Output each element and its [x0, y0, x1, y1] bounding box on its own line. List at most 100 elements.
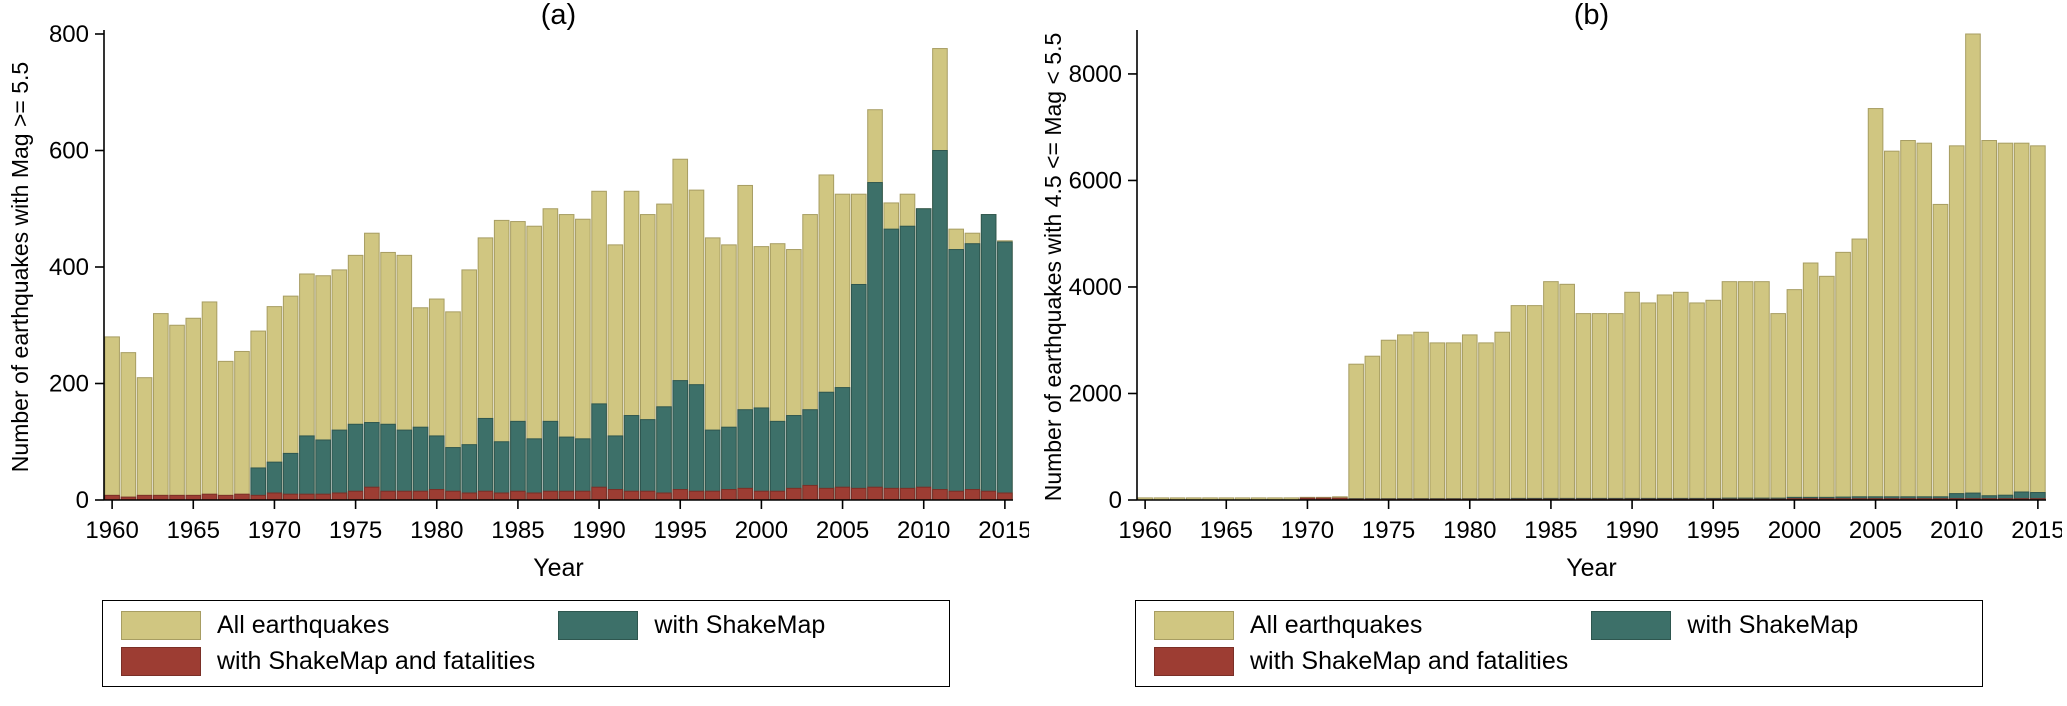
bar-with-shakemap-fatalities-1966	[201, 493, 218, 501]
bar-with-shakemap-1983	[477, 417, 494, 501]
x-tick-label: 2010	[1930, 517, 1983, 544]
x-tick-label: 1995	[1687, 517, 1740, 544]
legend-label-with-shakemap-fatalities: with ShakeMap and fatalities	[217, 647, 536, 675]
bar-with-shakemap-fatalities-1993	[639, 490, 656, 501]
chart-a-svg: 0 200 400 600 800 1960 1965 1970 1975 1980 1985 199…	[7, 0, 1029, 582]
bar-all-earthquakes-1993	[1672, 291, 1689, 501]
x-tick-label: 2010	[897, 517, 950, 544]
bar-with-shakemap-fatalities-1991	[607, 489, 624, 501]
bar-with-shakemap-fatalities-2009	[899, 487, 916, 501]
bar-with-shakemap-1988	[558, 436, 575, 501]
bar-with-shakemap-fatalities-1989	[575, 490, 591, 501]
bar-with-shakemap-fatalities-1986	[526, 492, 542, 501]
bar-with-shakemap-fatalities-2014	[980, 490, 997, 501]
legend-item-all-earthquakes: All earthquakes	[121, 611, 558, 640]
bar-with-shakemap-fatalities-1972	[299, 493, 315, 501]
bar-all-earthquakes-1975	[1380, 339, 1397, 501]
bar-with-shakemap-fatalities-1984	[493, 492, 510, 501]
x-tick-label: 2015	[2011, 517, 2062, 544]
bar-with-shakemap-1999	[737, 409, 753, 501]
bar-with-shakemap-fatalities-2013	[964, 489, 981, 501]
legend-swatch-all-earthquakes	[121, 611, 201, 640]
bar-all-earthquakes-1987	[1575, 313, 1592, 501]
x-tick-label: 2005	[816, 517, 869, 544]
bar-with-shakemap-1974	[331, 429, 348, 501]
y-axis-label: Number of earthquakes with 4.5 <= Mag < …	[1040, 33, 1066, 502]
bar-all-earthquakes-1992	[1656, 294, 1673, 501]
bar-with-shakemap-1992	[623, 415, 640, 501]
legend-a: All earthquakes with ShakeMap with Shake…	[102, 600, 950, 687]
x-tick-label: 1965	[167, 517, 220, 544]
bar-all-earthquakes-1974	[1364, 355, 1381, 501]
bar-with-shakemap-fatalities-2006	[850, 487, 867, 501]
bar-with-shakemap-2006	[850, 283, 867, 501]
bar-with-shakemap-1977	[380, 423, 396, 501]
x-tick-label: 1985	[1524, 517, 1577, 544]
bar-all-earthquakes-1960	[104, 336, 120, 501]
x-tick-label: 1995	[654, 517, 707, 544]
bar-with-shakemap-1978	[396, 429, 413, 501]
bar-all-earthquakes-1988	[1591, 313, 1608, 501]
bar-all-earthquakes-1979	[1445, 342, 1462, 501]
x-tick-label: 2000	[1768, 517, 1821, 544]
bar-with-shakemap-fatalities-2011	[932, 489, 948, 501]
x-tick-label: 1990	[572, 517, 625, 544]
bar-with-shakemap-1971	[282, 452, 299, 501]
bar-all-earthquakes-1964	[169, 324, 185, 501]
bar-with-shakemap-fatalities-1996	[688, 490, 705, 501]
x-tick-label: 1975	[329, 517, 382, 544]
chart-title: (b)	[1574, 0, 1609, 31]
bar-with-shakemap-2013	[964, 243, 981, 501]
x-tick-label: 1980	[410, 517, 463, 544]
x-tick-label: 2000	[735, 517, 788, 544]
y-tick-label: 4000	[1069, 274, 1122, 301]
bar-with-shakemap-1986	[526, 438, 542, 501]
bar-all-earthquakes-1967	[217, 360, 234, 501]
bar-all-earthquakes-1999	[1770, 313, 1786, 501]
bar-all-earthquakes-1994	[1689, 302, 1705, 501]
y-tick-label: 0	[76, 487, 89, 514]
bar-with-shakemap-1996	[688, 384, 705, 501]
bar-with-shakemap-fatalities-1982	[461, 492, 478, 501]
bar-with-shakemap-2000	[753, 407, 770, 501]
bar-with-shakemap-fatalities-1987	[542, 490, 559, 501]
bar-all-earthquakes-1981	[1478, 342, 1494, 501]
legend-label-with-shakemap-fatalities: with ShakeMap and fatalities	[1250, 647, 1569, 675]
bar-with-shakemap-1979	[412, 426, 429, 501]
bar-all-earthquakes-1962	[136, 377, 153, 501]
bar-with-shakemap-fatalities-1998	[721, 489, 737, 501]
bar-all-earthquakes-1997	[1737, 281, 1754, 501]
bar-with-shakemap-fatalities-1997	[704, 490, 721, 501]
bar-all-earthquakes-1998	[1754, 281, 1770, 501]
chart-b-svg: 0 2000 4000 6000 8000 1960 1965 1970 1975 1980 198…	[1040, 0, 2062, 582]
bar-all-earthquakes-1976	[1397, 334, 1413, 501]
bar-with-shakemap-fatalities-1971	[282, 493, 299, 501]
bar-with-shakemap-fatalities-1983	[477, 490, 494, 501]
bar-with-shakemap-fatalities-2015	[997, 492, 1013, 501]
legend-item-all-earthquakes: All earthquakes	[1154, 611, 1591, 640]
legend-label-with-shakemap: with ShakeMap	[1687, 611, 1859, 639]
bar-all-earthquakes-1996	[1721, 281, 1738, 501]
legend-item-with-shakemap: with ShakeMap	[1591, 611, 1964, 640]
bar-with-shakemap-fatalities-2002	[786, 487, 802, 501]
bar-with-shakemap-1997	[704, 429, 721, 501]
bar-all-earthquakes-2010	[1948, 145, 1965, 501]
bar-with-shakemap-fatalities-1985	[510, 490, 526, 501]
x-axis-label: Year	[1566, 554, 1617, 582]
bar-with-shakemap-2007	[867, 182, 883, 501]
x-tick-label: 1970	[1281, 517, 1334, 544]
bar-with-shakemap-1985	[510, 420, 526, 501]
bar-with-shakemap-2002	[786, 415, 802, 501]
bar-all-earthquakes-2006	[1883, 150, 1900, 501]
bar-all-earthquakes-2009	[1932, 203, 1949, 501]
y-tick-label: 2000	[1069, 380, 1122, 407]
y-tick-label: 8000	[1069, 61, 1122, 88]
bar-all-earthquakes-1995	[1705, 299, 1722, 501]
bar-with-shakemap-1973	[315, 439, 331, 501]
bar-all-earthquakes-1984	[1526, 305, 1543, 501]
chart-panel-b: 0 2000 4000 6000 8000 1960 1965 1970 1975 1980 198…	[1033, 0, 2066, 706]
bar-with-shakemap-1972	[299, 435, 315, 501]
bar-with-shakemap-fatalities-2004	[818, 487, 835, 501]
bar-with-shakemap-fatalities-1980	[428, 489, 445, 501]
